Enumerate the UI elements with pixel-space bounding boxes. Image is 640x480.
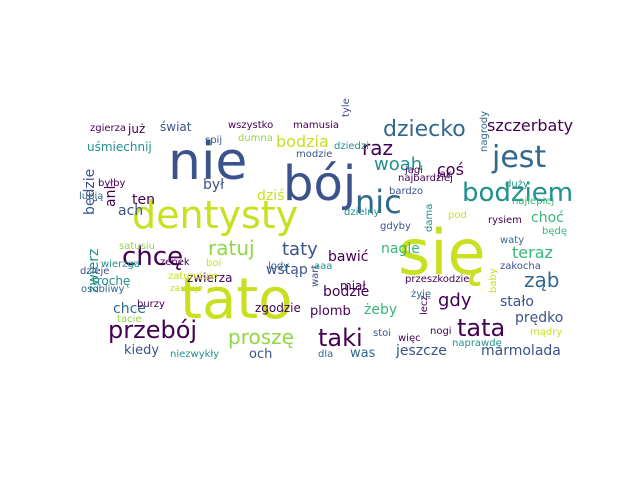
word-47: trochę xyxy=(92,274,131,288)
word-65: jagi xyxy=(405,165,424,176)
word-59: dumna xyxy=(238,133,273,144)
word-11: taki xyxy=(318,324,363,352)
word-30: ten xyxy=(132,192,155,208)
word-4: dentysty xyxy=(132,193,299,237)
word-87: burzy xyxy=(137,299,165,310)
word-88: tacie xyxy=(117,314,142,325)
word-37: bodzie xyxy=(323,284,370,300)
word-84: zaufuje xyxy=(170,284,203,294)
word-49: miał xyxy=(340,279,366,293)
word-63: najbardziej xyxy=(398,173,453,184)
word-85: satusiu xyxy=(119,241,155,252)
word-77: przeszkodzie xyxy=(405,274,470,285)
word-69: najlepiej xyxy=(512,196,555,207)
word-31: był xyxy=(203,177,225,193)
word-90: aaa xyxy=(314,261,333,272)
word-51: świat xyxy=(160,120,192,134)
word-8: chcę xyxy=(122,242,184,272)
word-64: bardzo xyxy=(389,186,424,197)
word-99: mądry xyxy=(530,327,563,338)
word-54: wszystko xyxy=(228,120,274,131)
word-36: wstąp xyxy=(266,262,308,278)
word-55: mamusia xyxy=(293,120,340,131)
word-40: żeby xyxy=(364,302,398,318)
word-73: będę xyxy=(542,226,567,237)
word-92: stoi xyxy=(373,328,392,339)
word-96: więc xyxy=(398,333,421,344)
word-34: nagle xyxy=(381,241,420,257)
word-48: zwierza xyxy=(187,271,233,285)
word-71: gdyby xyxy=(380,221,411,232)
word-81: boi xyxy=(206,258,222,269)
word-79: wierzga xyxy=(101,259,140,270)
word-68: duży xyxy=(505,179,529,190)
word-52: uśmiechnij xyxy=(87,140,152,154)
word-23: teraz xyxy=(512,243,553,262)
word-75: pod xyxy=(448,210,467,221)
word-74: waty xyxy=(500,235,525,246)
word-5: jest xyxy=(492,140,547,175)
word-10: tata xyxy=(457,314,506,342)
word-58: spij xyxy=(205,135,223,146)
word-14: proszę xyxy=(228,325,294,349)
word-2: nie xyxy=(168,132,248,192)
word-50: już xyxy=(128,122,146,136)
word-72: rysiem xyxy=(488,215,522,226)
word-95: nogi xyxy=(430,326,452,337)
word-0: się xyxy=(398,216,486,289)
word-16: woah xyxy=(374,154,423,175)
word-25: marmolada xyxy=(481,343,561,359)
word-18: taty xyxy=(282,239,318,260)
word-86: osobliwy xyxy=(81,284,125,295)
word-17: ząb xyxy=(524,268,560,292)
word-91: wart xyxy=(310,264,321,287)
word-7: bodziem xyxy=(462,178,574,208)
word-98: baby xyxy=(488,268,499,293)
word-20: szczerbaty xyxy=(487,116,574,135)
word-56: tyle xyxy=(341,98,352,117)
word-80: zenek xyxy=(160,257,190,268)
word-43: och xyxy=(249,347,273,362)
word-32: dziś xyxy=(257,188,285,204)
word-53: zgierza xyxy=(90,123,127,134)
word-66: jak xyxy=(437,169,452,180)
word-60: modzie xyxy=(296,149,333,160)
word-12: dziecko xyxy=(383,117,466,142)
word-45: plomb xyxy=(310,304,351,319)
word-97: naprawdę xyxy=(452,338,502,349)
word-76: dama xyxy=(424,203,435,232)
word-41: chce xyxy=(113,301,146,317)
word-46: zgodzie xyxy=(255,301,301,315)
word-101: dla xyxy=(318,349,334,360)
word-78: zakocha xyxy=(500,261,541,272)
word-35: choć xyxy=(531,210,564,226)
word-42: kiedy xyxy=(124,343,160,358)
word-62: lubią xyxy=(79,191,104,202)
word-22: coś xyxy=(437,160,464,179)
word-15: raz xyxy=(362,136,393,160)
word-83: zatunduje xyxy=(168,271,218,282)
word-61: byłby xyxy=(98,178,126,189)
word-57: dziedzi xyxy=(334,141,369,152)
word-94: żyję xyxy=(411,289,432,300)
word-29: ach xyxy=(118,203,144,219)
word-67: nagrody xyxy=(479,110,490,152)
word-89: lody xyxy=(268,261,290,272)
word-3: bój xyxy=(283,156,357,212)
word-100: niezwykły xyxy=(170,349,220,360)
word-33: bawić xyxy=(328,249,369,265)
word-6: nic xyxy=(355,183,402,221)
word-39: prędko xyxy=(515,310,564,326)
word-70: dzielny xyxy=(344,207,380,218)
word-24: jeszcze xyxy=(396,343,447,359)
word-44: was xyxy=(350,346,376,361)
word-9: przebój xyxy=(108,316,198,344)
word-13: ratuj xyxy=(208,236,255,260)
word-1: tato xyxy=(180,267,293,332)
word-21: bodzia xyxy=(276,132,329,151)
word-19: gdy xyxy=(438,290,472,311)
word-38: stało xyxy=(500,294,534,310)
word-82: dzieje xyxy=(80,266,110,277)
